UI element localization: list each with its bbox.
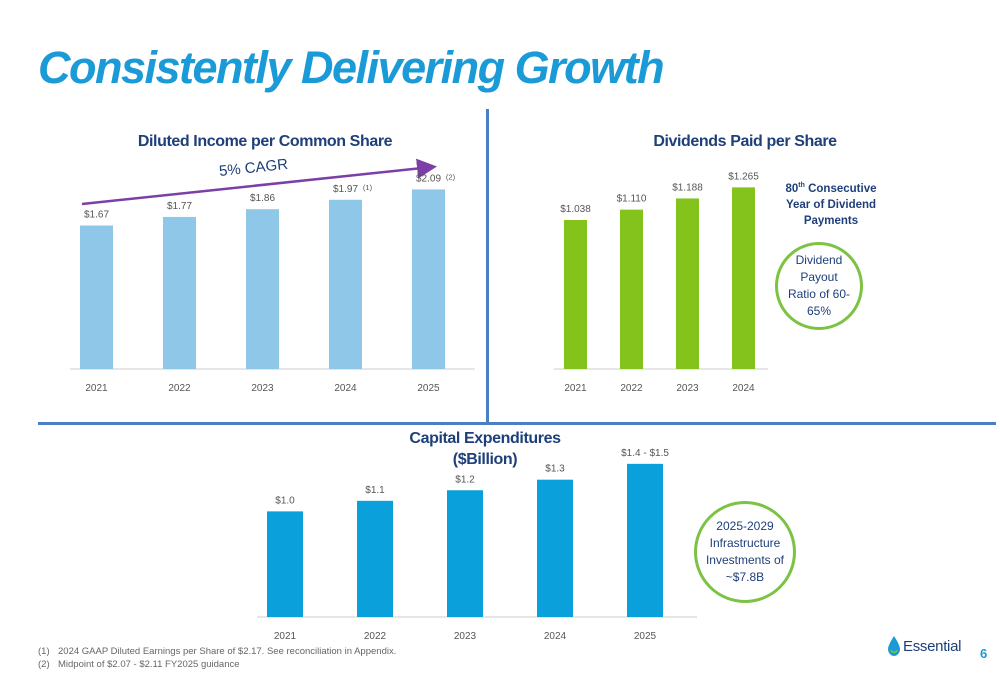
eps-tick-label: 2023	[251, 383, 274, 394]
dividend-tick-label: 2021	[564, 383, 587, 394]
dividend-chart-title: Dividends Paid per Share	[653, 133, 837, 150]
eps-value-label: $1.86	[250, 193, 275, 204]
dividend-years-callout: 80th Consecutive Year of Dividend Paymen…	[785, 182, 877, 227]
eps-label-note: (2)	[446, 172, 456, 181]
dividend-bar-2024	[732, 187, 755, 369]
dividend-bar-2022	[620, 209, 643, 369]
eps-tick-label: 2025	[417, 383, 440, 394]
capex-bar-2025	[627, 463, 663, 617]
page-number: 6	[980, 646, 988, 661]
payout-ratio-circle: Dividend Payout Ratio of 60- 65%	[775, 242, 863, 330]
footnotes: (1) 2024 GAAP Diluted Earnings per Share …	[38, 645, 396, 671]
eps-bar-2024	[329, 199, 362, 369]
dividend-tick-label: 2024	[732, 383, 755, 394]
dividend-tick-label: 2022	[620, 383, 643, 394]
eps-bar-2023	[246, 209, 279, 369]
footnote-1: (1) 2024 GAAP Diluted Earnings per Share …	[38, 646, 397, 657]
eps-bar-2025	[412, 189, 445, 369]
dividend-value-label: $1.265	[728, 171, 759, 182]
capex-tick-label: 2025	[634, 631, 657, 642]
eps-bar-2022	[163, 216, 196, 369]
eps-tick-label: 2024	[334, 383, 357, 394]
capex-bar-2023	[447, 490, 483, 617]
dividend-value-label: $1.110	[617, 194, 647, 205]
capex-tick-label: 2023	[454, 631, 477, 642]
dividend-tick-label: 2023	[676, 383, 699, 394]
eps-tick-label: 2021	[85, 383, 108, 394]
capex-tick-label: 2024	[544, 631, 567, 642]
cagr-arrow	[81, 158, 437, 206]
capex-value-label: $1.3	[545, 464, 565, 475]
capex-plan-circle: 2025-2029 Infrastructure Investments of …	[694, 501, 796, 603]
page-title: Consistently Delivering Growth	[38, 42, 665, 93]
capex-bar-2024	[537, 479, 573, 617]
capex-value-label: $1.1	[365, 485, 385, 496]
water-drop-icon	[888, 636, 900, 656]
capex-value-label: $1.4 - $1.5	[621, 448, 669, 459]
capex-bar-2022	[357, 500, 393, 617]
horizontal-divider	[38, 422, 996, 425]
company-logo: Essential	[888, 636, 961, 656]
dividend-value-label: $1.188	[672, 182, 703, 193]
capex-bar-2021	[267, 511, 303, 617]
capex-value-label: $1.0	[275, 495, 295, 506]
eps-chart-title: Diluted Income per Common Share	[137, 133, 393, 150]
capex-value-label: $1.2	[455, 474, 475, 485]
dividend-value-label: $1.038	[560, 204, 591, 215]
footnote-2: (2) Midpoint of $2.07 - $2.11 FY2025 guid…	[38, 659, 240, 670]
eps-value-label: $1.97	[333, 184, 358, 195]
eps-tick-label: 2022	[168, 383, 191, 394]
dividend-bar-2021	[564, 219, 587, 369]
capex-tick-label: 2021	[274, 631, 297, 642]
dividend-bar-2023	[676, 198, 699, 369]
eps-value-label: $1.67	[84, 210, 109, 221]
capex-tick-label: 2022	[364, 631, 387, 642]
eps-value-label: $2.09	[416, 173, 441, 184]
capex-chart-title: Capital Expenditures ($Billion)	[409, 430, 561, 468]
eps-label-note: (1)	[363, 183, 373, 192]
eps-bar-2021	[80, 225, 113, 369]
eps-value-label: $1.77	[167, 201, 192, 212]
vertical-divider	[486, 109, 489, 424]
